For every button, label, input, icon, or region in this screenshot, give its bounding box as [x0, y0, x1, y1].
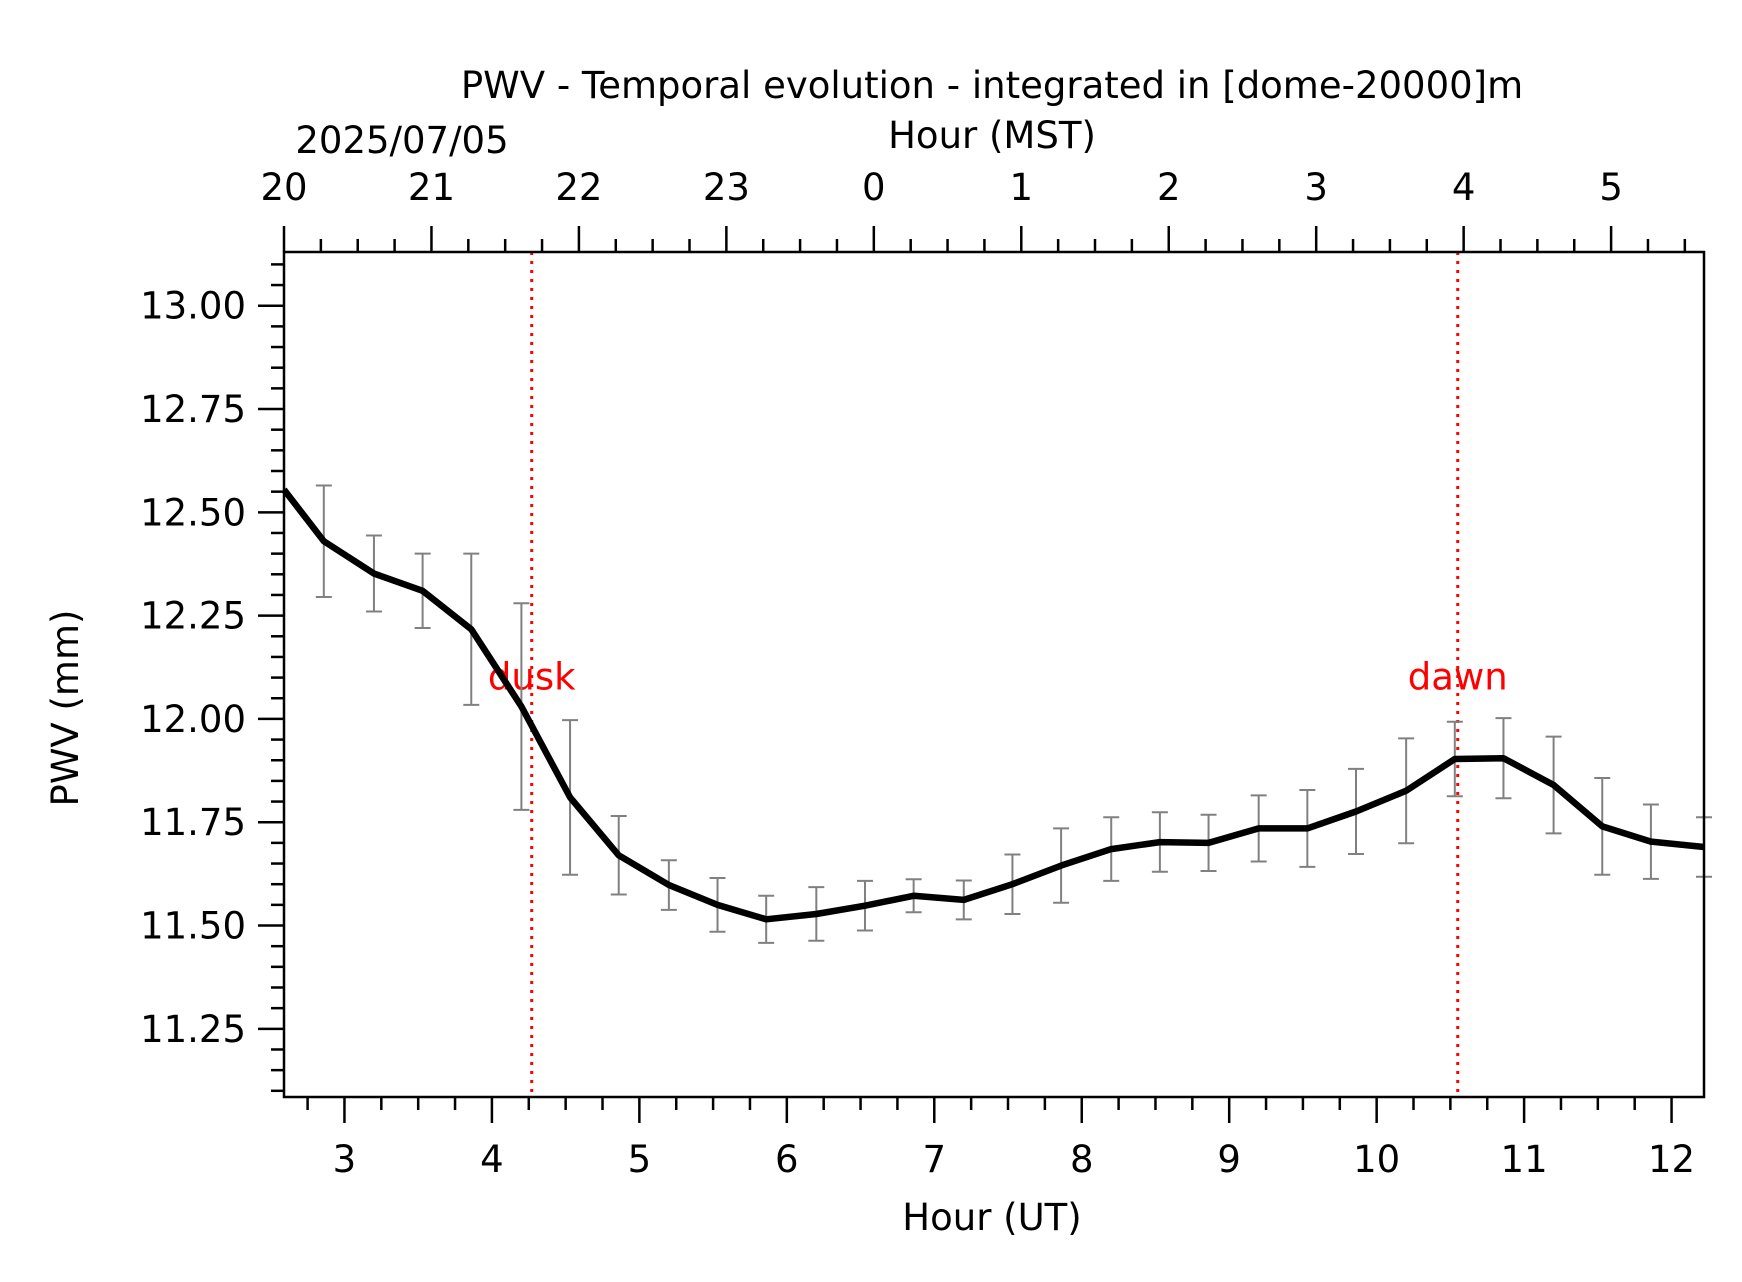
x-tick-label: 3 [333, 1138, 357, 1181]
x2-axis-title: Hour (MST) [888, 114, 1096, 157]
y-axis-title: PWV (mm) [44, 610, 87, 807]
x2-tick-label: 21 [408, 166, 455, 209]
x2-tick-label: 3 [1304, 166, 1328, 209]
x2-tick-label: 20 [260, 166, 307, 209]
pwv-series-line [281, 487, 1705, 923]
y-tick-label: 11.25 [140, 1008, 246, 1051]
plot-frame [282, 250, 1706, 1099]
x-tick-label: 6 [775, 1138, 799, 1181]
y-tick-label: 12.25 [140, 595, 246, 638]
y-tick-label: 13.00 [140, 285, 246, 328]
x-tick-label: 11 [1501, 1138, 1548, 1181]
x-axis-title: Hour (UT) [902, 1196, 1081, 1239]
x2-tick-label: 4 [1452, 166, 1476, 209]
x2-tick-label: 22 [555, 166, 602, 209]
x2-tick-label: 5 [1599, 166, 1623, 209]
x-tick-label: 7 [923, 1138, 947, 1181]
x-tick-label: 10 [1353, 1138, 1400, 1181]
x-tick-label: 8 [1070, 1138, 1094, 1181]
x2-tick-label: 2 [1157, 166, 1181, 209]
x-tick-label: 9 [1217, 1138, 1241, 1181]
date-label: 2025/07/05 [295, 119, 508, 162]
dawn-label: dawn [1408, 656, 1508, 699]
x2-tick-label: 0 [862, 166, 886, 209]
x2-tick-label: 23 [703, 166, 750, 209]
y-tick-label: 12.75 [140, 388, 246, 431]
y-tick-label: 12.50 [140, 491, 246, 534]
y-tick-label: 11.50 [140, 905, 246, 948]
x-tick-label: 12 [1648, 1138, 1695, 1181]
x-tick-label: 5 [628, 1138, 652, 1181]
y-tick-label: 12.00 [140, 698, 246, 741]
x2-tick-label: 1 [1010, 166, 1034, 209]
y-tick-label: 11.75 [140, 801, 246, 844]
chart-title: PWV - Temporal evolution - integrated in… [461, 64, 1523, 107]
x-tick-label: 4 [480, 1138, 504, 1181]
